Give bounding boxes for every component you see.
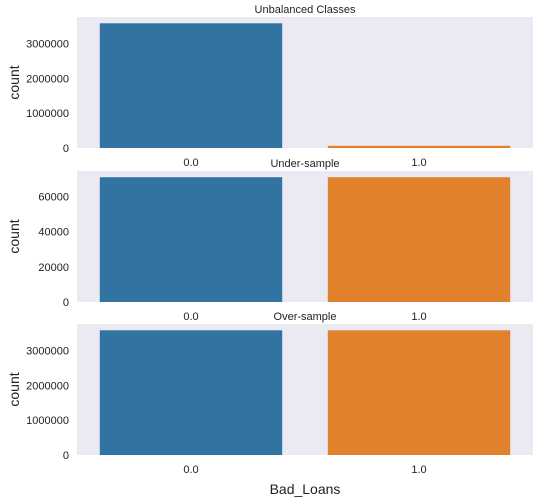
x-tick-label: 0.0 bbox=[183, 157, 198, 169]
chart-panel-3 bbox=[77, 324, 533, 455]
y-tick-label: 0 bbox=[63, 297, 69, 309]
y-tick-label: 3000000 bbox=[26, 345, 69, 357]
y-tick-label: 3000000 bbox=[26, 38, 69, 50]
chart-panel-1 bbox=[77, 17, 533, 148]
bar-1.0 bbox=[327, 177, 511, 302]
y-tick-label: 0 bbox=[63, 143, 69, 155]
bar-0.0 bbox=[99, 330, 283, 455]
x-axis-label: Bad_Loans bbox=[270, 481, 341, 497]
chart-title: Unbalanced Classes bbox=[255, 4, 356, 16]
y-tick-label: 20000 bbox=[38, 262, 69, 274]
x-tick-label: 1.0 bbox=[411, 464, 426, 476]
chart-panel-2 bbox=[77, 171, 533, 302]
y-tick-label: 60000 bbox=[38, 191, 69, 203]
chart-title: Over-sample bbox=[274, 311, 337, 323]
x-tick-label: 0.0 bbox=[183, 311, 198, 323]
y-tick-label: 2000000 bbox=[26, 380, 69, 392]
y-tick-label: 2000000 bbox=[26, 73, 69, 85]
y-tick-label: 1000000 bbox=[26, 415, 69, 427]
y-axis-label: count bbox=[6, 65, 22, 99]
y-tick-label: 0 bbox=[63, 450, 69, 462]
chart-title: Under-sample bbox=[270, 158, 339, 170]
y-tick-label: 1000000 bbox=[26, 108, 69, 120]
y-tick-label: 40000 bbox=[38, 227, 69, 239]
y-axis-label: count bbox=[6, 219, 22, 253]
x-tick-label: 1.0 bbox=[411, 157, 426, 169]
bar-1.0 bbox=[327, 330, 511, 455]
x-tick-label: 1.0 bbox=[411, 311, 426, 323]
x-tick-label: 0.0 bbox=[183, 464, 198, 476]
bar-0.0 bbox=[99, 23, 283, 148]
y-axis-label: count bbox=[6, 372, 22, 406]
bar-0.0 bbox=[99, 177, 283, 302]
bar-1.0 bbox=[327, 145, 511, 148]
